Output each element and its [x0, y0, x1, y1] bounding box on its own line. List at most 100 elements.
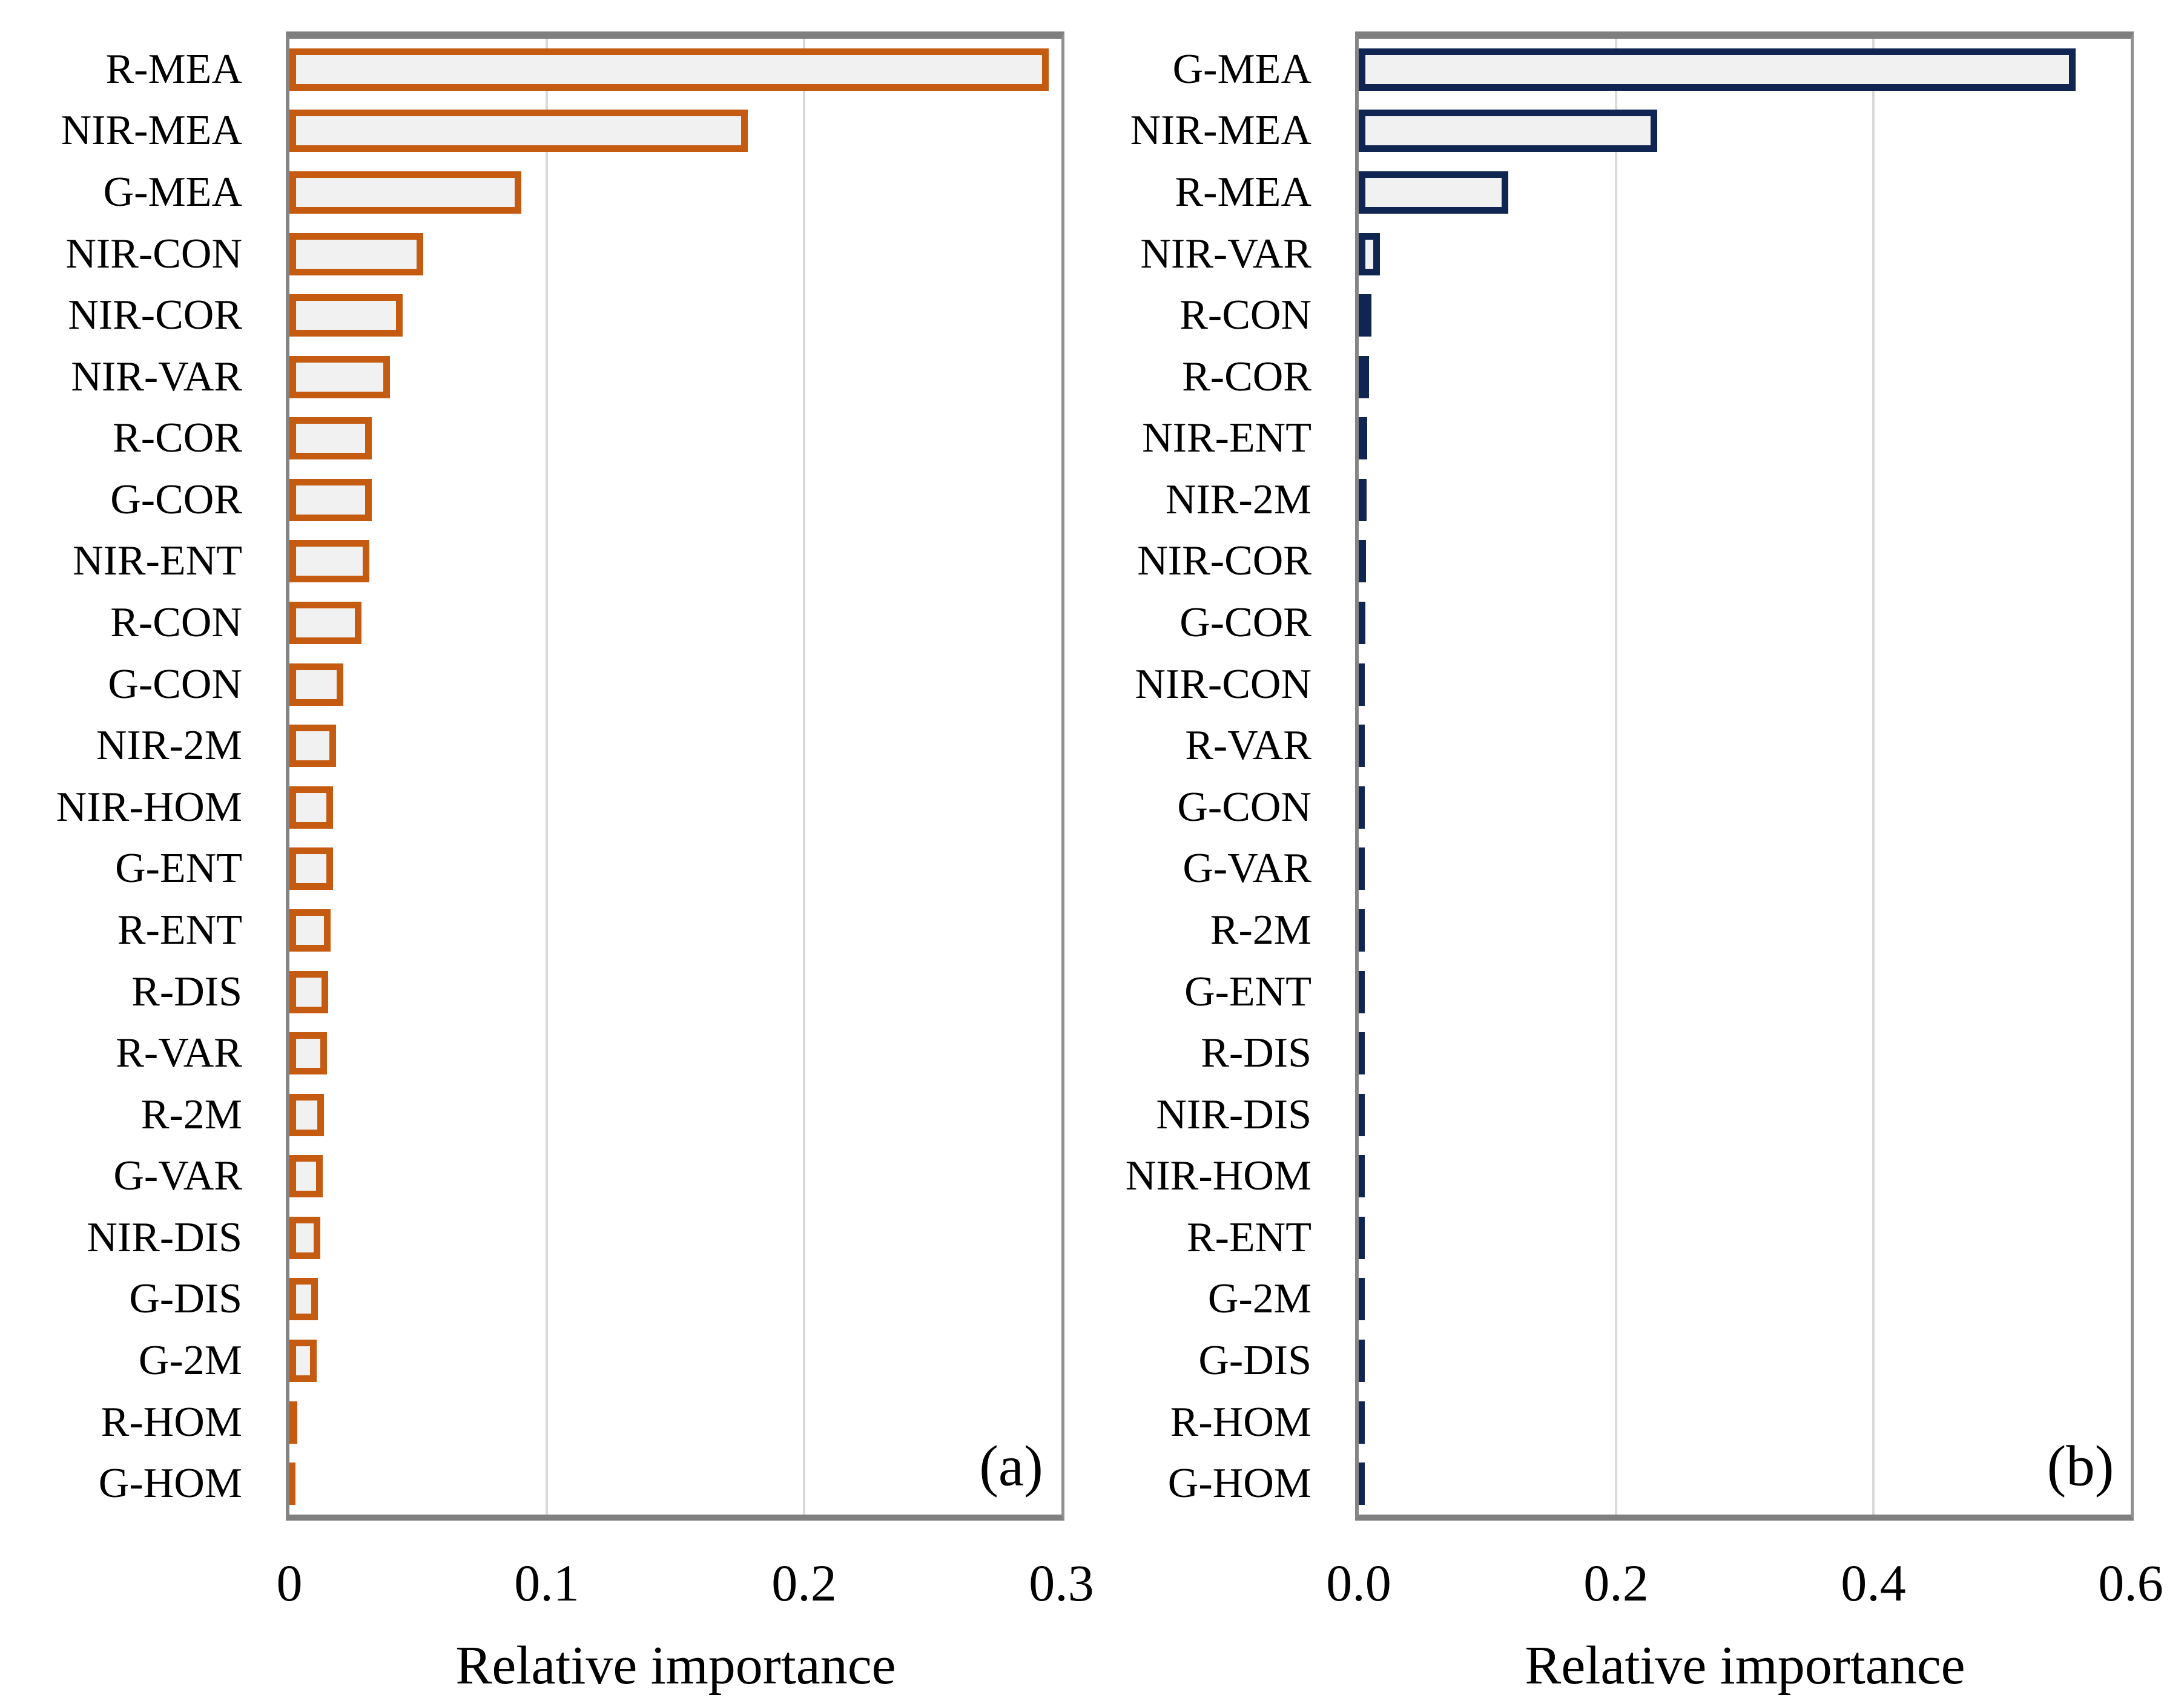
panel-letter-b: (b)	[2047, 1433, 2114, 1498]
bar-r-ent	[1359, 1217, 1365, 1259]
x-axis-title-b: Relative importance	[1525, 1636, 1965, 1696]
bar-nir-mea	[1359, 110, 1657, 152]
bar-nir-dis	[289, 1217, 320, 1259]
bar-r-2m	[1359, 909, 1365, 952]
bar-r-mea	[1359, 171, 1508, 214]
bar-nir-var	[289, 356, 390, 398]
category-label-nir-2m: NIR-2M	[1165, 476, 1311, 523]
x-tick-label: 0.2	[1583, 1554, 1649, 1612]
x-tick-label: 0.3	[1029, 1554, 1094, 1612]
category-label-nir-mea: NIR-MEA	[61, 107, 242, 154]
bar-nir-con	[289, 233, 423, 275]
bar-g-cor	[289, 479, 372, 521]
x-tick-label: 0	[276, 1554, 303, 1612]
bar-r-dis	[1359, 1032, 1365, 1074]
category-label-r-con: R-CON	[110, 599, 242, 646]
bar-nir-ent	[289, 540, 369, 582]
bar-r-ent	[289, 909, 331, 952]
bar-g-ent	[289, 847, 333, 890]
plot-area-a: (a)	[286, 31, 1064, 1521]
bar-r-dis	[289, 971, 328, 1013]
category-label-r-mea: R-MEA	[105, 46, 242, 93]
bar-g-dis	[1359, 1340, 1365, 1382]
category-label-r-var: R-VAR	[1185, 722, 1311, 769]
gridline	[1872, 39, 1875, 1515]
bar-g-2m	[289, 1340, 317, 1382]
gridline	[546, 39, 548, 1515]
bar-r-hom	[1359, 1401, 1365, 1444]
category-label-nir-dis: NIR-DIS	[87, 1214, 242, 1261]
plot-area-b: (b)	[1355, 31, 2134, 1521]
x-tick-label: 0.1	[514, 1554, 579, 1612]
category-label-g-ent: G-ENT	[1184, 969, 1311, 1015]
category-label-nir-dis: NIR-DIS	[1156, 1091, 1311, 1138]
gridline	[1615, 39, 1617, 1515]
category-label-nir-ent: NIR-ENT	[73, 538, 242, 584]
category-label-g-var: G-VAR	[113, 1153, 242, 1199]
bar-nir-hom	[289, 786, 333, 829]
bar-g-cor	[1359, 602, 1365, 644]
bar-nir-cor	[289, 294, 403, 337]
bar-r-var	[289, 1032, 327, 1074]
bar-r-con	[289, 602, 361, 644]
x-tick-label: 0.2	[771, 1554, 837, 1612]
bar-nir-mea	[289, 110, 748, 152]
bar-r-2m	[289, 1094, 324, 1136]
x-axis-title-a: Relative importance	[455, 1636, 896, 1696]
bar-g-dis	[289, 1278, 318, 1320]
category-label-r-2m: R-2M	[140, 1091, 242, 1138]
category-label-nir-ent: NIR-ENT	[1142, 415, 1311, 461]
category-label-g-2m: G-2M	[1207, 1275, 1311, 1322]
category-label-nir-var: NIR-VAR	[1140, 231, 1311, 277]
bar-r-cor	[289, 417, 372, 459]
bar-g-2m	[1359, 1278, 1365, 1320]
category-label-g-var: G-VAR	[1183, 845, 1311, 892]
category-label-nir-cor: NIR-COR	[1137, 538, 1311, 584]
bar-nir-ent	[1359, 417, 1367, 459]
category-label-r-dis: R-DIS	[1201, 1030, 1311, 1076]
bar-r-con	[1359, 294, 1371, 337]
category-label-r-hom: R-HOM	[101, 1399, 242, 1446]
category-label-r-ent: R-ENT	[1186, 1214, 1311, 1261]
bar-nir-2m	[289, 725, 336, 767]
gridline	[803, 39, 805, 1515]
bar-nir-hom	[1359, 1155, 1365, 1197]
bar-nir-var	[1359, 233, 1380, 275]
category-label-nir-hom: NIR-HOM	[56, 784, 242, 831]
bar-nir-2m	[1359, 479, 1367, 521]
category-label-r-ent: R-ENT	[117, 907, 242, 953]
category-label-g-cor: G-COR	[1179, 599, 1311, 646]
bar-r-cor	[1359, 356, 1369, 398]
bar-nir-cor	[1359, 540, 1366, 582]
bar-nir-dis	[1359, 1094, 1365, 1136]
category-label-r-2m: R-2M	[1210, 907, 1311, 953]
category-label-g-con: G-CON	[1177, 784, 1311, 831]
panel-letter-a: (a)	[979, 1433, 1043, 1498]
category-label-g-hom: G-HOM	[98, 1460, 242, 1507]
bar-g-con	[1359, 786, 1365, 829]
bar-g-ent	[1359, 971, 1365, 1013]
category-label-g-mea: G-MEA	[103, 169, 242, 216]
category-label-nir-var: NIR-VAR	[71, 354, 242, 400]
category-label-g-2m: G-2M	[138, 1337, 242, 1384]
category-label-g-hom: G-HOM	[1167, 1460, 1311, 1507]
bar-g-mea	[1359, 48, 2076, 91]
x-tick-label: 0.4	[1841, 1554, 1906, 1612]
x-tick-label: 0.6	[2098, 1554, 2163, 1612]
bar-r-mea	[289, 48, 1049, 91]
x-tick-label: 0.0	[1326, 1554, 1391, 1612]
category-label-r-hom: R-HOM	[1170, 1399, 1311, 1446]
category-label-r-var: R-VAR	[116, 1030, 242, 1076]
category-label-g-dis: G-DIS	[1198, 1337, 1311, 1384]
category-label-g-ent: G-ENT	[115, 845, 242, 892]
bar-r-var	[1359, 725, 1365, 767]
category-label-nir-2m: NIR-2M	[96, 722, 242, 769]
bar-g-var	[289, 1155, 323, 1197]
category-label-nir-con: NIR-CON	[1135, 661, 1311, 708]
bar-g-hom	[289, 1462, 295, 1505]
bar-r-hom	[289, 1401, 297, 1444]
bar-g-hom	[1359, 1462, 1365, 1505]
category-label-g-mea: G-MEA	[1172, 46, 1311, 93]
